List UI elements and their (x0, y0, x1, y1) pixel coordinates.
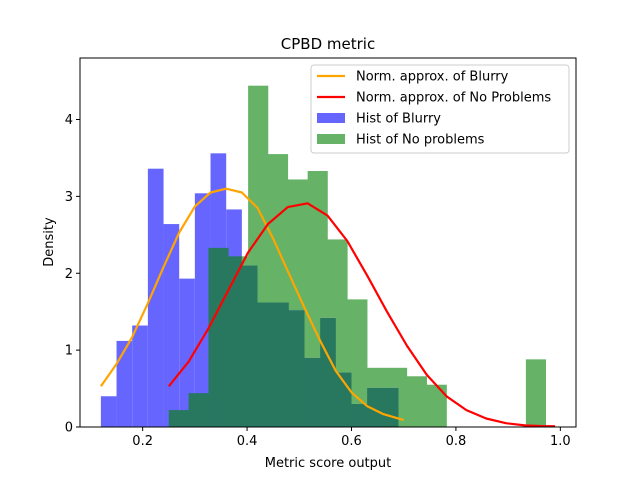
y-tick-label: 3 (65, 190, 73, 205)
hist-bar-no-problems (327, 239, 337, 318)
x-axis-label: Metric score output (265, 456, 392, 471)
hist-bar-overlap (367, 387, 384, 427)
hist-bar-overlap (248, 265, 258, 427)
hist-bar-no-problems (267, 154, 274, 303)
hist-bar-overlap (327, 317, 337, 427)
line-norm-blurry (99, 187, 405, 422)
hist-bar-overlap (194, 393, 209, 427)
hist-bar-no-problems (351, 299, 368, 404)
legend-label: Norm. approx. of No Problems (356, 91, 551, 106)
hist-bar-no-problems (398, 367, 408, 427)
hist-bar-no-problems (304, 179, 308, 358)
hist-bar-no-problems (320, 171, 328, 318)
hist-bar-no-problems (241, 256, 249, 266)
legend-patch-swatch (317, 113, 345, 123)
x-axis-ticks: 0.2 0.4 0.6 0.8 1.0 (132, 427, 571, 449)
y-axis-ticks: 0 1 2 3 4 (65, 113, 80, 436)
hist-bar-no-problems (386, 367, 399, 388)
y-tick-label: 2 (65, 267, 73, 282)
hist-bar-blurry (163, 224, 180, 427)
hist-bar-overlap (287, 302, 290, 427)
legend-patch-swatch (317, 134, 345, 144)
hist-bar-no-problems (307, 171, 321, 358)
x-tick-label: 1.0 (550, 434, 571, 449)
legend-label: Norm. approx. of Blurry (356, 70, 509, 85)
hist-bar-overlap (288, 310, 305, 427)
hist-bar-no-problems (406, 376, 427, 427)
hist-bar-no-problems (273, 154, 289, 303)
hist-bar-blurry (194, 193, 211, 427)
hist-bar-blurry (100, 396, 117, 427)
y-tick-label: 4 (65, 113, 73, 128)
chart-title: CPBD metric (281, 35, 375, 53)
hist-bar-no-problems (525, 359, 547, 427)
hist-bar-no-problems (288, 179, 305, 311)
normal-approx-lines (99, 187, 556, 428)
hist-bar-overlap (188, 393, 196, 427)
hist-bar-overlap (168, 410, 180, 427)
legend-box (310, 64, 570, 154)
hist-bar-no-problems (367, 367, 384, 388)
hist-bar-no-problems (335, 239, 348, 373)
hist-bar-overlap (241, 265, 249, 427)
y-axis-label: Density (42, 217, 57, 267)
hist-bar-overlap (210, 247, 227, 427)
hist-bar-overlap (386, 387, 399, 427)
x-tick-label: 0.4 (237, 434, 258, 449)
hist-bar-no-problems (426, 384, 447, 427)
hist-bar-overlap (320, 317, 328, 427)
hist-bar-overlap (347, 372, 352, 427)
x-tick-label: 0.8 (446, 434, 467, 449)
hist-bar-no-problems (257, 85, 269, 303)
hist-bar-overlap (273, 302, 289, 427)
y-tick-label: 0 (65, 421, 73, 436)
x-tick-label: 0.6 (341, 434, 362, 449)
hist-bar-overlap (228, 256, 243, 427)
hist-bar-overlap (226, 247, 229, 427)
hist-bar-overlap (351, 403, 368, 427)
hist-bar-blurry (147, 168, 164, 427)
hist-bar-overlap (208, 247, 211, 427)
legend-label: Hist of Blurry (356, 112, 441, 127)
hist-bar-overlap (179, 410, 189, 427)
hist-bar-no-problems (382, 367, 388, 388)
y-tick-label: 1 (65, 344, 73, 359)
hist-bar-overlap (304, 357, 308, 427)
hist-bar-overlap (267, 302, 274, 427)
hist-bar-blurry (132, 325, 148, 427)
legend: Norm. approx. of Blurry Norm. approx. of … (310, 64, 570, 154)
hist-bar-no-problems (287, 179, 290, 303)
hist-bar-blurry (179, 278, 195, 427)
plot-frame (79, 57, 577, 428)
hist-bar-overlap (335, 372, 348, 427)
hist-bar-overlap (257, 302, 269, 427)
hist-bar-blurry (116, 340, 133, 427)
hist-bar-overlap (307, 357, 321, 427)
x-tick-label: 0.2 (132, 434, 153, 449)
hist-bar-overlap (382, 387, 388, 427)
legend-label: Hist of No problems (356, 133, 485, 148)
line-norm-no-problems (167, 202, 556, 428)
histogram-bars (100, 85, 547, 427)
hist-bar-no-problems (248, 85, 258, 266)
hist-bar-no-problems (347, 299, 352, 373)
